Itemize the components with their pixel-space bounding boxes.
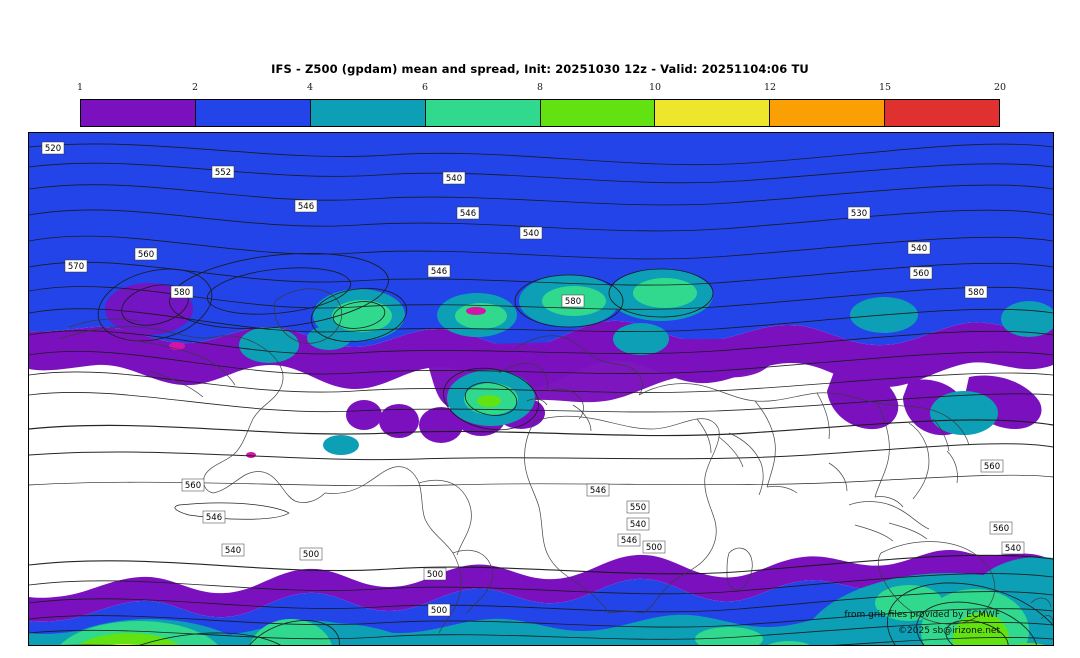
colorbar-segment-1 (81, 100, 196, 126)
svg-text:540: 540 (1005, 544, 1021, 554)
svg-text:546: 546 (298, 202, 314, 212)
contour-label: 570 (64, 259, 88, 273)
colorbar-gradient (80, 99, 1000, 127)
svg-text:546: 546 (431, 267, 447, 277)
colorbar-segment-3 (310, 100, 426, 126)
map-canvas[interactable]: 520 570 560 580 552 546 540 546 546 540 580 530 560 5… (28, 132, 1054, 646)
contour-label: 540 (442, 171, 466, 185)
colorbar-tick-8: 8 (536, 82, 544, 93)
page-title: IFS - Z500 (gpdam) mean and spread, Init… (271, 62, 809, 76)
svg-text:540: 540 (630, 520, 646, 530)
svg-text:580: 580 (565, 297, 581, 307)
svg-text:540: 540 (523, 229, 539, 239)
svg-text:552: 552 (215, 168, 231, 178)
svg-text:500: 500 (303, 550, 319, 560)
contour-label: 540 (519, 226, 543, 240)
contour-label: 580 (561, 294, 585, 308)
colorbar-tick-12: 12 (763, 82, 777, 93)
contour-label: 546 (427, 264, 451, 278)
contour-label: 550 (626, 500, 650, 514)
colorbar-segment-6 (655, 100, 771, 126)
contour-label: 552 (211, 165, 235, 179)
data-source-credit: from grib files provided by ECMWF (844, 610, 1000, 620)
contour-label: 560 (989, 521, 1013, 535)
contour-label: 560 (181, 478, 205, 492)
colorbar-tick-4: 4 (306, 82, 314, 93)
nh-blue-region (29, 133, 1053, 348)
contour-label: 560 (909, 266, 933, 280)
coastlines (58, 288, 1053, 634)
svg-text:560: 560 (185, 481, 201, 491)
colorbar-tick-15: 15 (878, 82, 892, 93)
svg-text:580: 580 (968, 288, 984, 298)
spread-and-mean-map: 520 570 560 580 552 546 540 546 546 540 580 530 560 5… (29, 133, 1053, 645)
colorbar: 1 2 4 6 8 10 12 15 20 (76, 82, 1006, 127)
contour-label: 500 (642, 540, 666, 554)
svg-text:546: 546 (590, 486, 606, 496)
contour-label: 500 (299, 547, 323, 561)
svg-text:500: 500 (646, 543, 662, 553)
contour-label: 546 (202, 510, 226, 524)
contour-label: 546 (617, 533, 641, 547)
contour-label: 580 (964, 285, 988, 299)
contour-label-layer: 520 570 560 580 552 546 540 546 546 540 580 530 560 5… (41, 141, 1025, 617)
colorbar-segment-4 (425, 100, 541, 126)
svg-text:546: 546 (621, 536, 637, 546)
colorbar-segment-2 (195, 100, 311, 126)
svg-text:560: 560 (138, 250, 154, 260)
svg-text:540: 540 (446, 174, 462, 184)
contour-label: 546 (586, 483, 610, 497)
contour-label: 540 (907, 241, 931, 255)
northern-spread-belt (29, 133, 1053, 458)
svg-text:560: 560 (984, 462, 1000, 472)
svg-text:550: 550 (630, 503, 646, 513)
contour-label: 560 (134, 247, 158, 261)
geopotential-contours (29, 143, 1053, 645)
svg-text:570: 570 (68, 262, 84, 272)
contour-label: 520 (41, 141, 65, 155)
colorbar-tick-20: 20 (993, 82, 1007, 93)
svg-text:500: 500 (427, 570, 443, 580)
nh-magenta-speckles (169, 307, 486, 458)
colorbar-tick-10: 10 (648, 82, 662, 93)
colorbar-segment-5 (540, 100, 656, 126)
copyright-credit: ©2025 sb@irizone.net (898, 626, 1000, 636)
svg-text:560: 560 (913, 269, 929, 279)
contour-label: 540 (1001, 541, 1025, 555)
nh-teal-maxima (105, 269, 1053, 455)
colorbar-tick-1: 1 (76, 82, 84, 93)
svg-text:500: 500 (431, 606, 447, 616)
colorbar-tick-labels: 1 2 4 6 8 10 12 15 20 (76, 82, 1006, 97)
svg-text:580: 580 (174, 288, 190, 298)
svg-text:520: 520 (45, 144, 61, 154)
contour-label: 540 (221, 543, 245, 557)
contour-label: 560 (980, 459, 1004, 473)
svg-text:546: 546 (206, 513, 222, 523)
colorbar-segment-8 (885, 100, 999, 126)
svg-text:530: 530 (851, 209, 867, 219)
colorbar-segment-7 (770, 100, 886, 126)
svg-text:546: 546 (460, 209, 476, 219)
contour-label: 540 (626, 517, 650, 531)
svg-text:540: 540 (911, 244, 927, 254)
colorbar-tick-6: 6 (421, 82, 429, 93)
contour-label: 546 (294, 199, 318, 213)
contour-label: 500 (423, 567, 447, 581)
svg-text:540: 540 (225, 546, 241, 556)
contour-label: 546 (456, 206, 480, 220)
contour-label: 530 (847, 206, 871, 220)
colorbar-tick-2: 2 (191, 82, 199, 93)
sh-purple-fringe (29, 550, 1053, 622)
contour-label: 580 (170, 285, 194, 299)
svg-text:560: 560 (993, 524, 1009, 534)
contour-label: 500 (427, 603, 451, 617)
